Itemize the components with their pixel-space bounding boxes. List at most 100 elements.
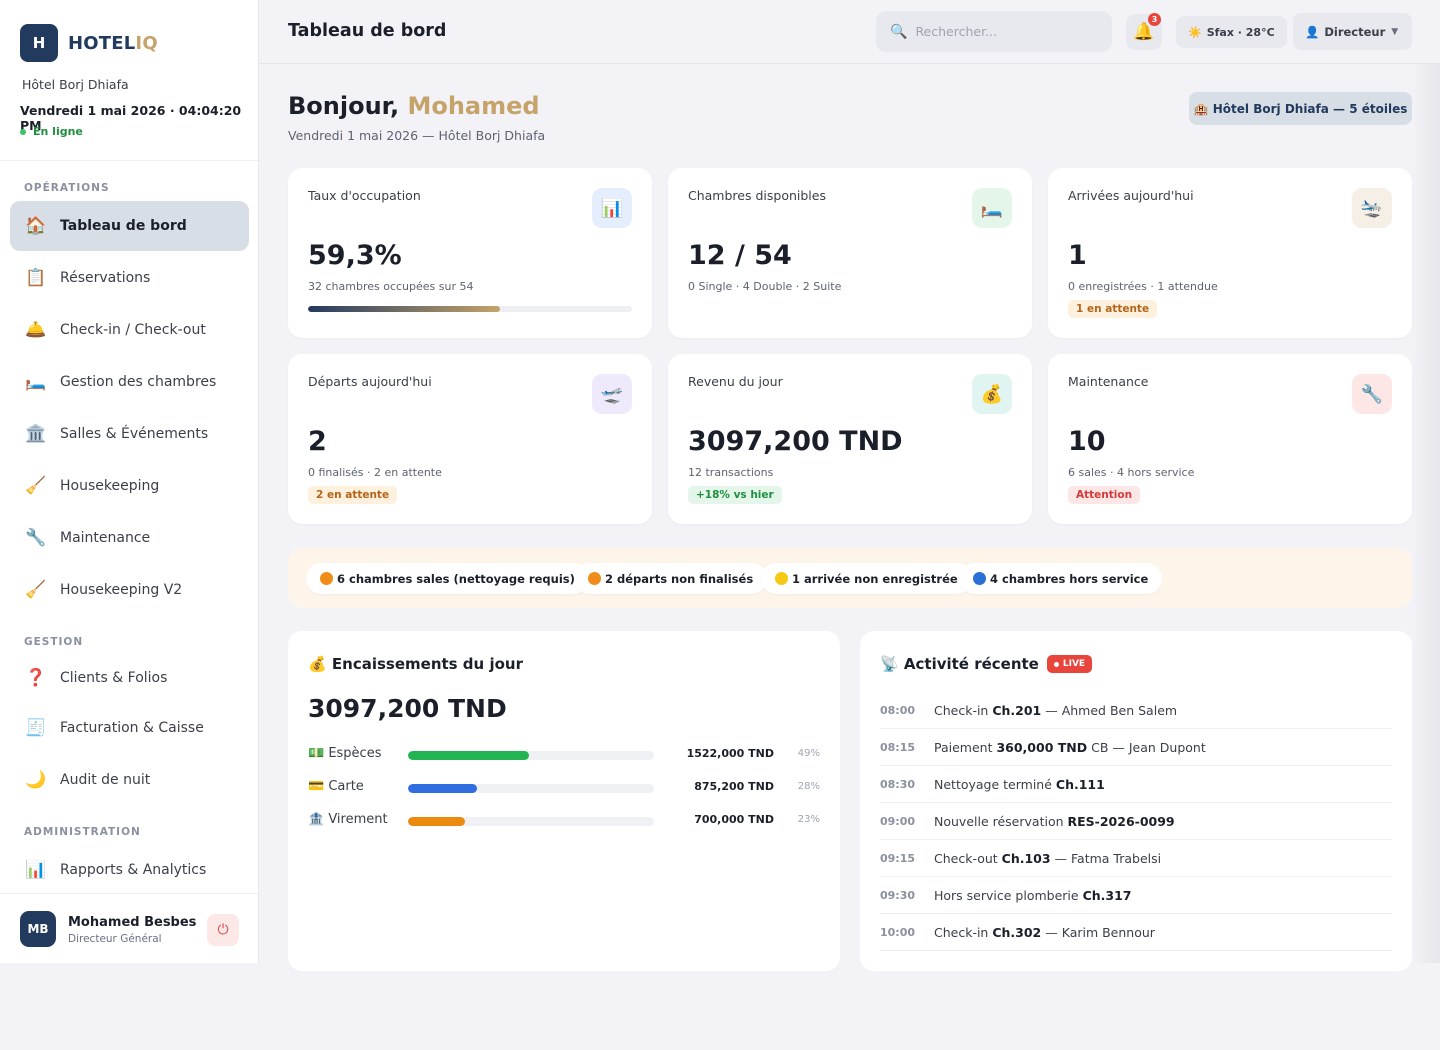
kpi-subtitle: 0 finalisés · 2 en attente (308, 466, 442, 479)
sidebar-item-label: Clients & Folios (60, 670, 168, 686)
kpi-card-occupancy[interactable]: Taux d'occupation 📊 59,3% 32 chambres occup… (288, 168, 652, 338)
kpi-title: Chambres disponibles (688, 188, 826, 203)
greeting: Bonjour, Mohamed (288, 92, 540, 120)
activity-row[interactable]: 10:00 Check-in Ch.302 — Karim Bennour (880, 914, 1392, 951)
kpi-card-arrivals[interactable]: Arrivées aujourd'hui 🛬 1 0 enregistrées · 1… (1048, 168, 1412, 338)
activity-text-ref: Ch.201 (992, 702, 1042, 718)
payment-amount: 700,000 TND (694, 813, 774, 826)
kpi-value: 1 (1068, 240, 1087, 271)
broom-icon: 🧹 (25, 580, 47, 600)
hotel-badge: 🏨 Hôtel Borj Dhiafa — 5 étoiles (1189, 92, 1412, 125)
activity-row[interactable]: 09:15 Check-out Ch.103 — Fatma Trabelsi (880, 840, 1392, 877)
search-input[interactable] (915, 24, 1096, 39)
occupancy-progress-fill (308, 306, 501, 312)
alert-chip[interactable]: 2 départs non finalisés (574, 563, 768, 594)
weather-widget[interactable]: ☀️ Sfax · 28°C (1176, 16, 1287, 48)
alert-chip[interactable]: 6 chambres sales (nettoyage requis) (306, 563, 589, 594)
plane-departure-icon: 🛫 (592, 374, 632, 414)
sidebar-item-maintenance[interactable]: 🔧 Maintenance (10, 513, 249, 563)
activity-row[interactable]: 09:00 Nouvelle réservation RES-2026-0099 (880, 803, 1392, 840)
section-label-operations: OPÉRATIONS (24, 182, 110, 194)
search-box[interactable]: 🔍 (876, 11, 1112, 52)
payment-row: 💳 Carte 875,200 TND 28% (308, 777, 820, 797)
scroll-edge-shadow (1412, 64, 1440, 963)
activity-text-pre: Hors service plomberie (934, 887, 1083, 903)
alert-text: 4 chambres hors service (990, 571, 1149, 586)
sidebar-item-audit-de-nuit[interactable]: 🌙 Audit de nuit (10, 755, 249, 805)
sidebar-item-gestion-des-chambres[interactable]: 🛏️ Gestion des chambres (10, 357, 249, 407)
sidebar-divider (0, 160, 258, 161)
payment-row: 🏦 Virement 700,000 TND 23% (308, 810, 820, 830)
sidebar-item-clients-folios[interactable]: ❓ Clients & Folios (10, 653, 249, 703)
kpi-card-revenue[interactable]: Revenu du jour 💰 3097,200 TND 12 transactio… (668, 354, 1032, 524)
kpi-title: Maintenance (1068, 374, 1149, 389)
alert-text: 1 arrivée non enregistrée (792, 571, 958, 586)
sidebar-item-label: Check-in / Check-out (60, 322, 206, 338)
activity-text: Check-out Ch.103 — Fatma Trabelsi (934, 851, 1161, 866)
sidebar-item-check-in-check-out[interactable]: 🛎️ Check-in / Check-out (10, 305, 249, 355)
alert-chip[interactable]: 1 arrivée non enregistrée (761, 563, 972, 594)
sidebar-item-label: Salles & Événements (60, 426, 209, 442)
kpi-card-maintenance[interactable]: Maintenance 🔧 10 6 sales · 4 hors service At… (1048, 354, 1412, 524)
moon-icon: 🌙 (25, 770, 47, 790)
sidebar-item-rapports-analytics[interactable]: 📊 Rapports & Analytics (10, 845, 249, 895)
payment-row: 💵 Espèces 1522,000 TND 49% (308, 744, 820, 764)
activity-text: Nettoyage terminé Ch.111 (934, 777, 1105, 792)
kpi-card-available-rooms[interactable]: Chambres disponibles 🛏️ 12 / 54 0 Single · … (668, 168, 1032, 338)
kpi-subtitle: 0 enregistrées · 1 attendue (1068, 280, 1218, 293)
logout-button[interactable]: ⏻ (207, 914, 239, 946)
bed-icon: 🛏️ (972, 188, 1012, 228)
payment-bar-fill (408, 784, 477, 793)
brand-logo: H (20, 24, 58, 62)
activity-text: Hors service plomberie Ch.317 (934, 888, 1131, 903)
activity-row[interactable]: 08:30 Nettoyage terminé Ch.111 (880, 766, 1392, 803)
avatar[interactable]: MB (20, 911, 56, 947)
activity-panel: 📡 Activité récente LIVE 08:00 Check-in Ch… (860, 631, 1412, 971)
brand-name-main: HOTEL (68, 32, 136, 54)
kpi-value: 59,3% (308, 240, 402, 271)
payment-bar (408, 784, 654, 793)
kpi-value: 2 (308, 426, 327, 457)
activity-row[interactable]: 09:30 Hors service plomberie Ch.317 (880, 877, 1392, 914)
wrench-icon: 🔧 (1352, 374, 1392, 414)
search-icon: 🔍 (890, 23, 908, 40)
encaissements-title: 💰 Encaissements du jour (308, 655, 523, 673)
status-badge: +18% vs hier (688, 486, 782, 504)
user-box: MB Mohamed Besbes Directeur Général ⏻ (0, 893, 258, 963)
brand[interactable]: H HOTELIQ (20, 24, 158, 62)
sidebar-item-housekeeping[interactable]: 🧹 Housekeeping (10, 461, 249, 511)
payment-amount: 1522,000 TND (686, 747, 774, 760)
activity-row[interactable]: 08:15 Paiement 360,000 TND CB — Jean Dupo… (880, 729, 1392, 766)
payment-label: 🏦 Virement (308, 812, 388, 827)
sidebar-item-tableau-de-bord[interactable]: 🏠 Tableau de bord (10, 201, 249, 251)
user-name: Mohamed Besbes (68, 915, 197, 930)
kpi-card-departures[interactable]: Départs aujourd'hui 🛫 2 0 finalisés · 2 en … (288, 354, 652, 524)
activity-row[interactable]: 08:00 Check-in Ch.201 — Ahmed Ben Salem (880, 692, 1392, 729)
section-label-gestion: GESTION (24, 636, 84, 648)
activity-title: 📡 Activité récente (880, 655, 1039, 673)
user-icon: 👤 (1305, 24, 1320, 39)
bar-chart-icon: 📊 (25, 860, 47, 880)
activity-text-pre: Check-in (934, 924, 993, 940)
activity-text-ref: Ch.317 (1082, 887, 1132, 903)
activity-time: 08:15 (880, 740, 916, 754)
bell-icon: 🔔 (1133, 22, 1155, 42)
sidebar-item-reservations[interactable]: 📋 Réservations (10, 253, 249, 303)
receipt-icon: 🧾 (25, 718, 47, 738)
sidebar-item-housekeeping-v2[interactable]: 🧹 Housekeeping V2 (10, 565, 249, 615)
service-bell-icon: 🛎️ (25, 320, 47, 340)
sun-icon: ☀️ (1188, 25, 1202, 39)
hotel-name: Hôtel Borj Dhiafa (22, 77, 129, 92)
kpi-value: 12 / 54 (688, 240, 792, 271)
payment-bar (408, 817, 654, 826)
weather-label: Sfax · 28°C (1206, 25, 1275, 39)
sidebar-item-salles-evenements[interactable]: 🏛️ Salles & Événements (10, 409, 249, 459)
sidebar-item-label: Gestion des chambres (60, 374, 217, 390)
kpi-title: Arrivées aujourd'hui (1068, 188, 1194, 203)
alert-chip[interactable]: 4 chambres hors service (959, 563, 1163, 594)
activity-text-pre: Nouvelle réservation (934, 813, 1068, 829)
topbar: Tableau de bord 🔍 🔔 3 ☀️ Sfax · 28°C 👤 Dir… (259, 0, 1440, 64)
sidebar-item-facturation-caisse[interactable]: 🧾 Facturation & Caisse (10, 703, 249, 753)
role-dropdown[interactable]: 👤 Directeur ▼ (1293, 13, 1412, 50)
activity-time: 09:00 (880, 814, 916, 828)
